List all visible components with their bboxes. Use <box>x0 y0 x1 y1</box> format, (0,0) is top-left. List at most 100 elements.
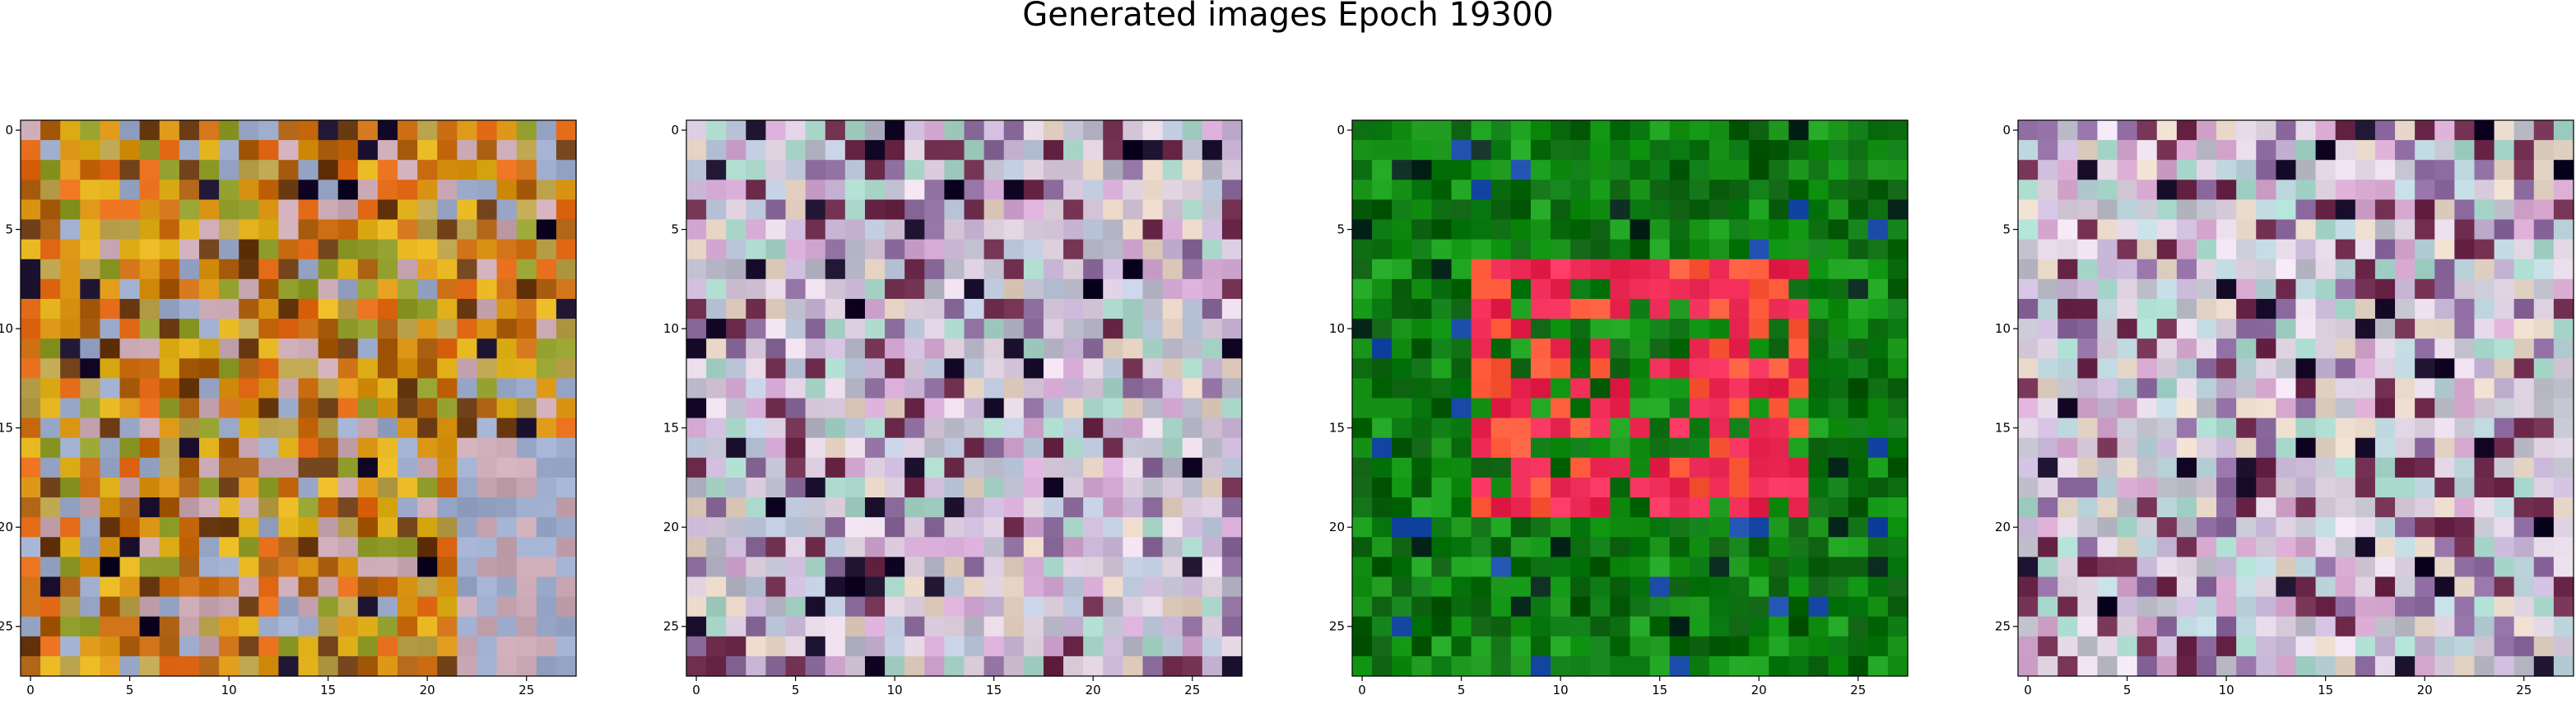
pixel-cell <box>536 358 557 379</box>
pixel-cell <box>40 278 61 300</box>
pixel-cell <box>1551 120 1571 141</box>
pixel-cell <box>278 517 300 538</box>
pixel-cell <box>496 358 518 379</box>
pixel-cell <box>904 537 925 557</box>
pixel-cell <box>2513 655 2535 677</box>
pixel-cell <box>1689 378 1710 399</box>
pixel-cell <box>139 140 160 161</box>
pixel-cell <box>885 298 905 320</box>
pixel-cell <box>1808 417 1830 439</box>
pixel-cell <box>2415 259 2435 280</box>
pixel-cell <box>1769 417 1789 439</box>
pixel-cell <box>1352 259 1373 280</box>
pixel-cell <box>2038 636 2058 657</box>
pixel-cell <box>516 120 537 141</box>
pixel-cell <box>2077 477 2099 498</box>
pixel-cell <box>1083 576 1104 598</box>
pixel-cell <box>1023 477 1044 498</box>
pixel-cell <box>2395 457 2416 478</box>
pixel-cell <box>337 278 359 300</box>
pixel-cell <box>2216 457 2237 478</box>
pixel-cell <box>1103 278 1123 300</box>
pixel-cell <box>2374 636 2396 657</box>
pixel-cell <box>516 298 537 320</box>
pixel-cell <box>2374 298 2396 320</box>
pixel-cell <box>1769 358 1789 379</box>
pixel-cell <box>983 199 1005 221</box>
pixel-cell <box>1788 319 1810 339</box>
pixel-cell <box>1808 338 1830 359</box>
pixel-cell <box>726 358 746 379</box>
pixel-cell <box>686 239 707 260</box>
pixel-cell <box>904 437 925 459</box>
pixel-cell <box>1749 199 1769 221</box>
pixel-cell <box>1610 160 1631 180</box>
pixel-cell <box>983 378 1005 399</box>
pixel-cell <box>2216 239 2237 260</box>
pixel-cell <box>1709 417 1730 439</box>
pixel-cell <box>944 140 965 161</box>
pixel-cell <box>357 596 379 618</box>
pixel-cell <box>119 616 141 637</box>
pixel-cell <box>746 338 767 359</box>
pixel-cell <box>1649 378 1671 399</box>
pixel-cell <box>2295 517 2317 538</box>
pixel-cell <box>139 278 160 300</box>
pixel-cell <box>1867 398 1889 419</box>
pixel-cell <box>1043 517 1064 538</box>
pixel-cell <box>1808 358 1830 379</box>
pixel-cell <box>80 457 101 478</box>
pixel-cell <box>2176 140 2197 161</box>
pixel-cell <box>556 477 577 498</box>
pixel-cell <box>398 417 418 439</box>
pixel-cell <box>159 278 180 300</box>
pixel-cell <box>2018 338 2039 359</box>
pixel-cell <box>2216 278 2237 300</box>
pixel-cell <box>1411 537 1433 557</box>
pixel-cell <box>2553 298 2574 320</box>
pixel-cell <box>1530 557 1551 578</box>
pixel-cell <box>119 298 141 320</box>
pixel-cell <box>2454 140 2476 161</box>
pixel-cell <box>1063 378 1084 399</box>
pixel-cell <box>2494 636 2515 657</box>
pixel-cell <box>2434 219 2455 240</box>
pixel-cell <box>2216 636 2237 657</box>
pixel-cell <box>139 239 160 260</box>
pixel-cell <box>844 437 866 459</box>
pixel-cell <box>825 437 846 459</box>
pixel-cell <box>1372 417 1393 439</box>
pixel-cell <box>2236 278 2257 300</box>
pixel-cell <box>258 537 279 557</box>
pixel-cell <box>40 199 61 221</box>
pixel-cell <box>60 319 81 339</box>
pixel-cell <box>1510 160 1532 180</box>
pixel-cell <box>1182 636 1203 657</box>
y-tick-label: 15 <box>1329 421 1345 436</box>
pixel-cell <box>1352 576 1373 598</box>
x-tick-label: 10 <box>1553 683 1569 697</box>
pixel-cell <box>337 358 359 379</box>
pixel-cell <box>159 140 180 161</box>
x-tick-label: 10 <box>221 683 237 697</box>
pixel-cell <box>2216 497 2237 518</box>
pixel-cell <box>1411 517 1433 538</box>
pixel-cell <box>139 120 160 141</box>
pixel-cell <box>2117 140 2138 161</box>
pixel-cell <box>2395 557 2416 578</box>
pixel-cell <box>2315 477 2337 498</box>
pixel-cell <box>278 537 300 557</box>
pixel-cell <box>2434 180 2455 201</box>
pixel-cell <box>337 219 359 240</box>
pixel-cell <box>686 120 707 141</box>
pixel-cell <box>179 596 200 618</box>
pixel-cell <box>198 557 220 578</box>
pixel-cell <box>2395 319 2416 339</box>
pixel-cell <box>2335 557 2356 578</box>
pixel-cell <box>2374 398 2396 419</box>
pixel-cell <box>1649 655 1671 677</box>
pixel-cell <box>80 537 101 557</box>
pixel-cell <box>1630 497 1651 518</box>
pixel-cell <box>844 239 866 260</box>
pixel-cell <box>377 557 398 578</box>
